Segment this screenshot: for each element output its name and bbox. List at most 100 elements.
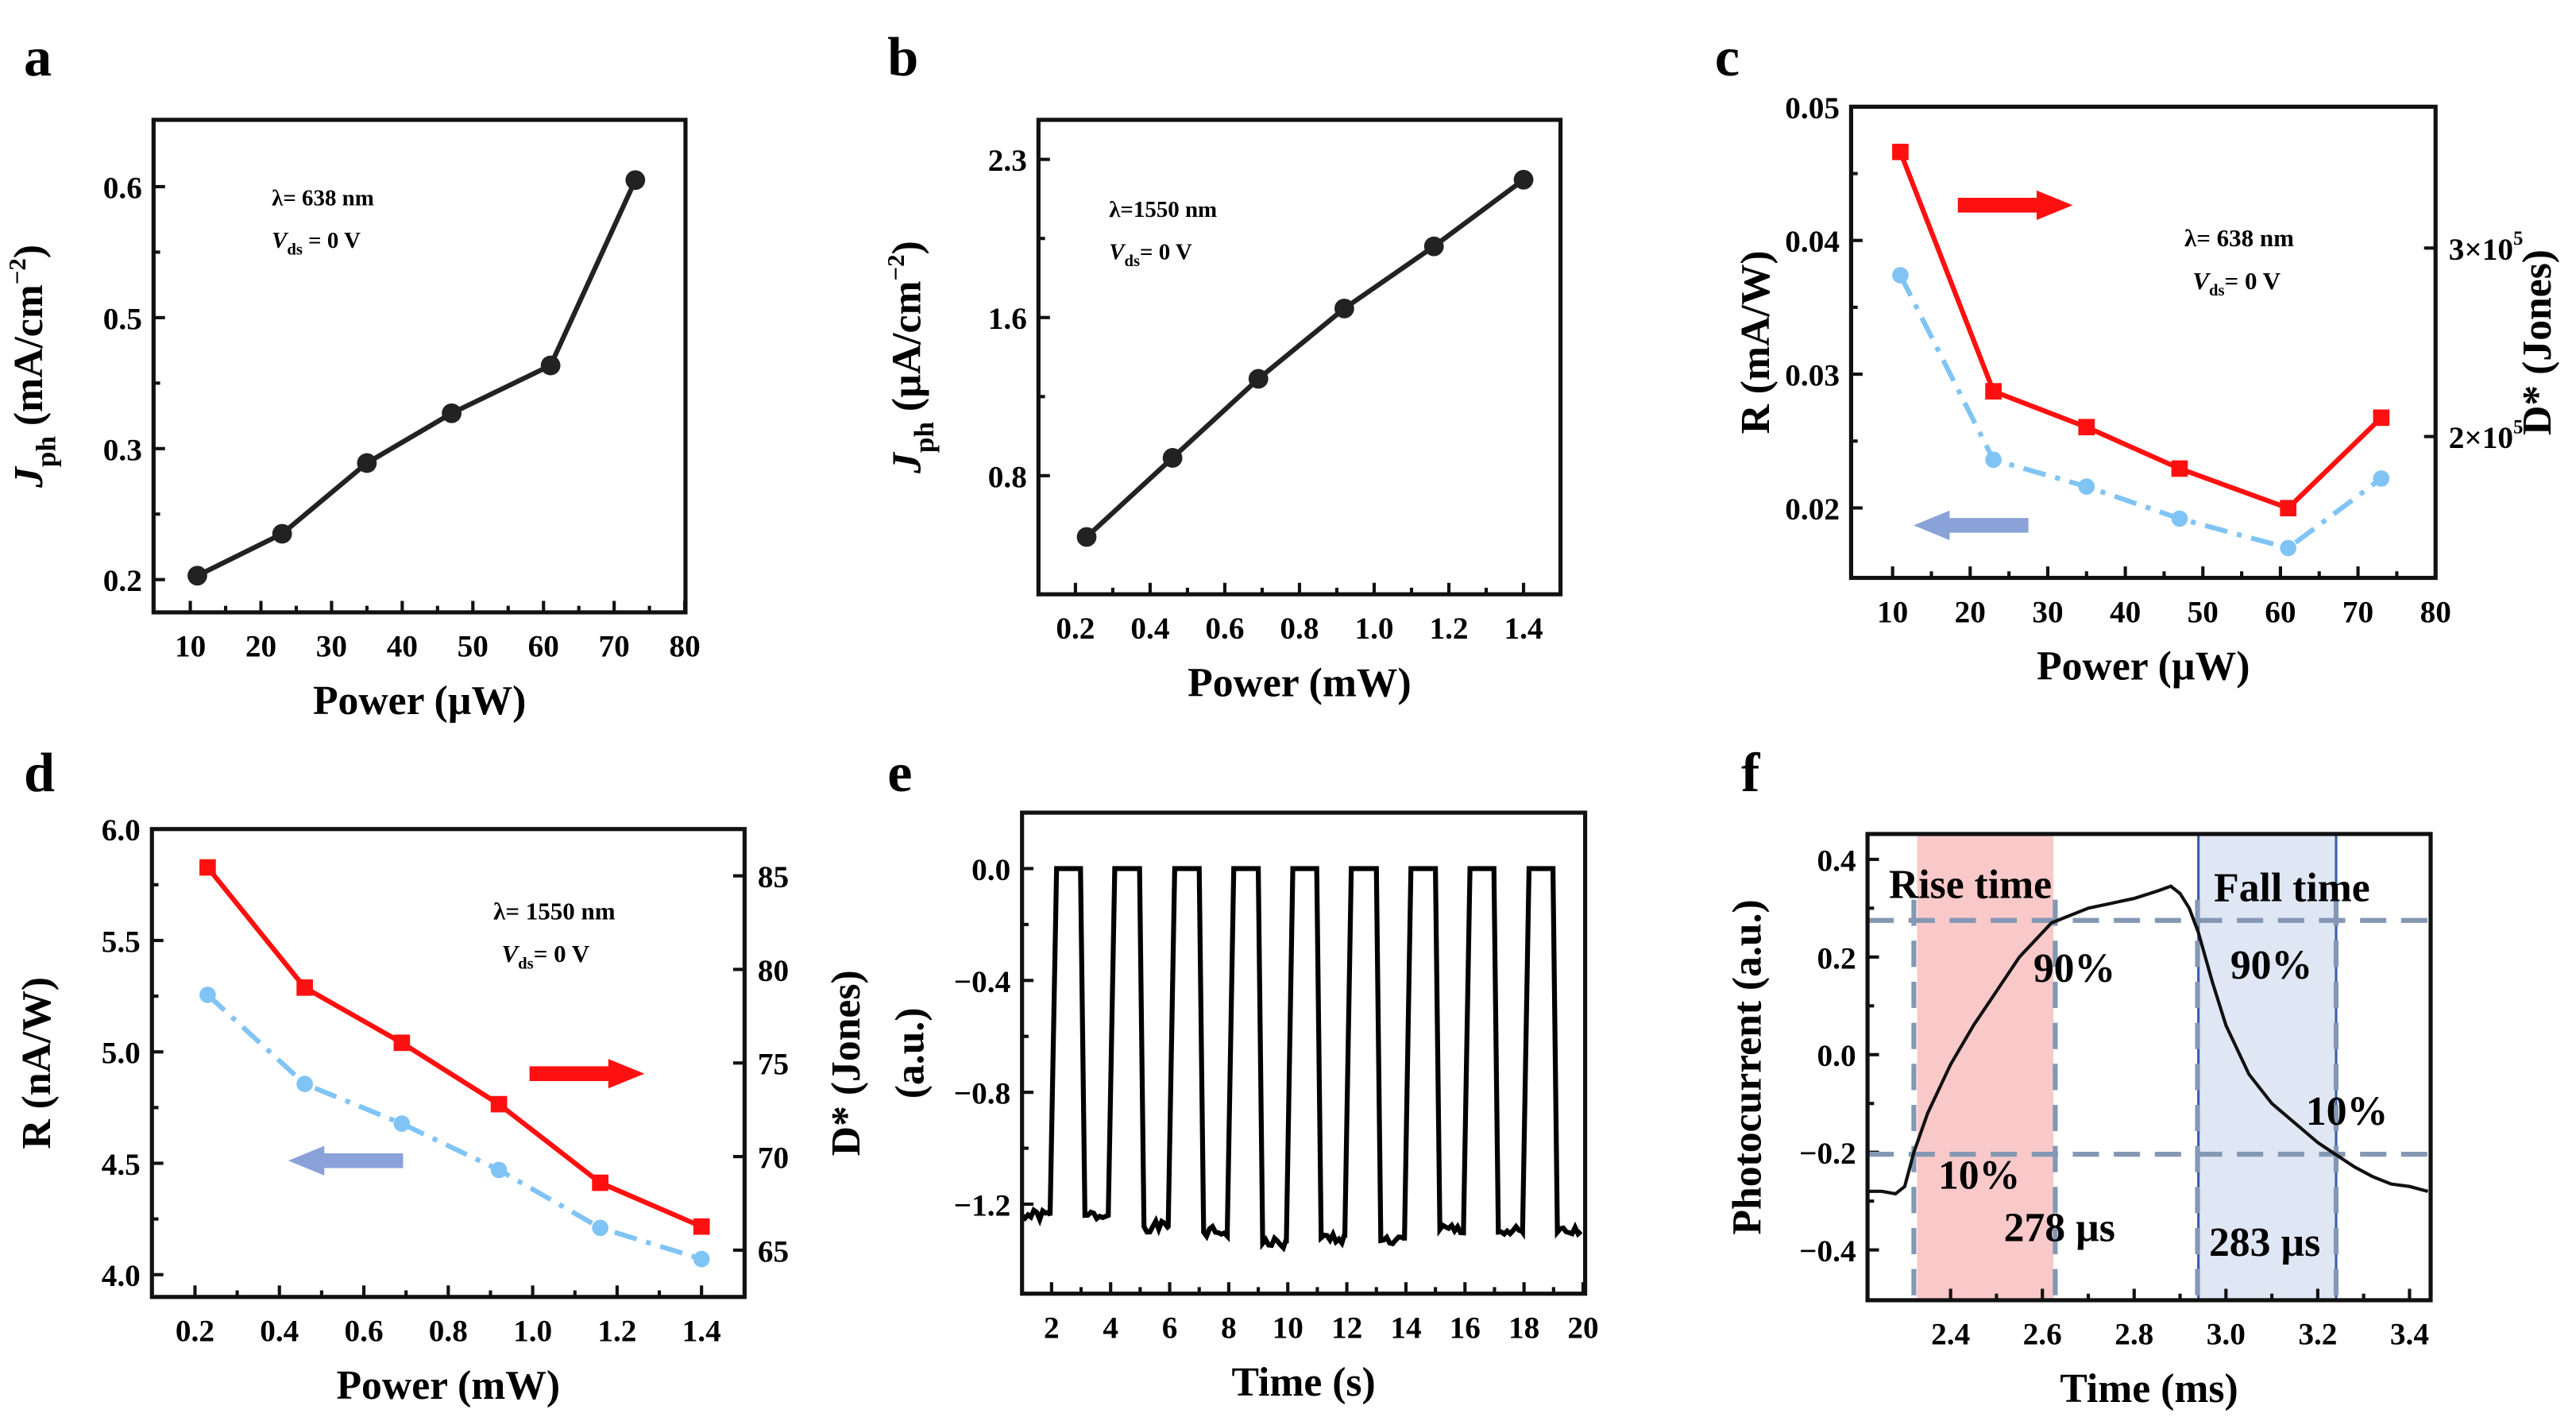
x-tick-label: 1.2 bbox=[1429, 612, 1468, 646]
y-axis-title: R (nA/W) bbox=[14, 977, 60, 1149]
fall-time-region bbox=[2197, 832, 2338, 1302]
data-point-marker bbox=[1248, 369, 1269, 389]
x-tick-label: 6 bbox=[1162, 1311, 1178, 1345]
bias-voltage-value: = 0 V bbox=[303, 228, 361, 253]
x-tick-label: 80 bbox=[669, 630, 700, 664]
panel-label: e bbox=[887, 742, 912, 804]
data-point-marker bbox=[357, 453, 377, 473]
chart-panel-b: b 0.2 0.4 0.6 0.8 1.0 1.2 1.4 0.8 1.6 2.3 Power (mW… bbox=[882, 26, 1563, 705]
bias-voltage-value: = 0 V bbox=[2225, 267, 2281, 295]
y2-tick-label: 80 bbox=[758, 954, 789, 988]
data-point-marker bbox=[490, 1095, 508, 1113]
y-tick-label: 0.3 bbox=[103, 433, 142, 467]
chart-panel-d: d 0.2 0.4 0.6 0.8 1.0 1.2 1.4 4.0 4.5 5.0 5.5 6.0 65 7… bbox=[14, 742, 869, 1408]
y-axis-title-main: R (mA/W) bbox=[1733, 250, 1778, 434]
fall-time-value: 283 µs bbox=[2209, 1220, 2320, 1265]
x-tick-label: 50 bbox=[2188, 595, 2219, 629]
series-d bbox=[1892, 143, 2390, 517]
data-point-marker bbox=[187, 566, 207, 586]
axis-arrow-right-icon bbox=[529, 1059, 645, 1089]
x-tick-label: 2.8 bbox=[2114, 1318, 2153, 1352]
rise-time-value: 278 µs bbox=[2004, 1206, 2115, 1251]
data-point-marker bbox=[1985, 451, 2002, 469]
x-tick-label: 30 bbox=[2032, 595, 2063, 629]
y2-tick-label: 85 bbox=[758, 860, 789, 894]
data-point-marker bbox=[540, 355, 561, 376]
y-axis-title-subscript: ph bbox=[30, 436, 61, 467]
x-tick-label: 20 bbox=[1567, 1311, 1598, 1345]
data-point-marker bbox=[2078, 419, 2095, 436]
x-tick-label: 20 bbox=[245, 630, 276, 664]
series-jph bbox=[187, 170, 646, 586]
series-jph bbox=[1076, 169, 1534, 547]
y2-axis-title: D* (Jones) bbox=[2515, 249, 2560, 435]
data-line bbox=[205, 866, 703, 1230]
y-tick-label: −0.4 bbox=[954, 965, 1010, 999]
wavelength-label: λ= 638 nm bbox=[2184, 224, 2294, 252]
y-axis-title-superscript: −2 bbox=[882, 254, 910, 280]
data-point-marker bbox=[1162, 448, 1183, 468]
wavelength-label: λ= 1550 nm bbox=[493, 897, 616, 925]
y-axis-title-main: R (nA/W) bbox=[14, 977, 60, 1149]
plot-frame bbox=[1036, 118, 1563, 597]
y2-tick-label: 3×105 bbox=[2449, 228, 2524, 267]
y-axis-title-unit: (mA/cm bbox=[6, 284, 52, 436]
data-point-marker bbox=[592, 1219, 608, 1237]
y-tick-label: 0.4 bbox=[1817, 844, 1856, 878]
x-tick-label: 0.2 bbox=[176, 1315, 214, 1349]
y-axis-title: Photocurrent (a.u.) bbox=[1725, 899, 1771, 1234]
data-point-marker bbox=[296, 979, 313, 996]
x-tick-label: 1.4 bbox=[1504, 612, 1543, 646]
data-point-marker bbox=[1076, 527, 1097, 547]
data-point-marker bbox=[2373, 409, 2390, 427]
bias-voltage-symbol: V bbox=[501, 940, 519, 967]
y-axis-title-superscript: −2 bbox=[3, 258, 31, 284]
x-tick-label: 0.6 bbox=[345, 1315, 384, 1349]
x-tick-label: 3.0 bbox=[2207, 1318, 2246, 1352]
y-tick-label: 5.5 bbox=[102, 925, 141, 959]
y-tick-label: 0.05 bbox=[1785, 91, 1840, 126]
rise-time-region bbox=[1917, 833, 2054, 1300]
x-tick-label: 20 bbox=[1955, 595, 1986, 629]
data-line bbox=[196, 179, 638, 578]
x-tick-label: 80 bbox=[2420, 595, 2451, 629]
x-tick-label: 70 bbox=[599, 630, 630, 664]
data-point-marker bbox=[296, 1076, 313, 1092]
y2-tick-label: 2×105 bbox=[2449, 416, 2524, 455]
data-point-marker bbox=[693, 1218, 710, 1235]
y-tick-label: −1.2 bbox=[954, 1188, 1010, 1222]
bias-voltage-value: = 0 V bbox=[534, 940, 590, 967]
y-tick-label: 5.0 bbox=[102, 1037, 141, 1071]
x-tick-label: 0.4 bbox=[260, 1315, 299, 1349]
x-tick-label: 1.0 bbox=[513, 1315, 552, 1349]
data-point-marker bbox=[1892, 143, 1909, 160]
x-tick-label: 60 bbox=[528, 630, 559, 664]
y-axis-title-main: J bbox=[6, 465, 52, 489]
x-tick-label: 3.4 bbox=[2390, 1318, 2429, 1352]
y-tick-label: 0.0 bbox=[971, 853, 1010, 887]
y-axis-title: Jph (mA/cm−2) bbox=[3, 245, 61, 489]
x-tick-label: 1.2 bbox=[597, 1315, 636, 1349]
x-tick-label: 10 bbox=[1273, 1311, 1303, 1345]
x-tick-label: 70 bbox=[2342, 595, 2373, 629]
series-r bbox=[199, 987, 710, 1268]
axis-arrow-left-icon bbox=[1913, 510, 2029, 540]
plot-frame bbox=[1848, 104, 2438, 581]
data-line bbox=[1898, 274, 2383, 551]
y-axis-title-main: Photocurrent (a.u.) bbox=[1725, 899, 1771, 1234]
x-tick-label: 0.6 bbox=[1205, 612, 1244, 646]
x-tick-label: 3.2 bbox=[2298, 1318, 2337, 1352]
y-tick-label: −0.2 bbox=[1799, 1137, 1856, 1171]
y-tick-label: 1.6 bbox=[988, 302, 1027, 336]
x-axis-title: Time (ms) bbox=[2060, 1366, 2238, 1411]
y-axis-title-subscript: ph bbox=[909, 422, 940, 453]
plot-frame bbox=[149, 827, 747, 1299]
x-tick-label: 50 bbox=[458, 630, 489, 664]
panel-label: a bbox=[24, 26, 52, 88]
data-point-marker bbox=[199, 987, 216, 1003]
x-tick-label: 12 bbox=[1331, 1311, 1362, 1345]
y-tick-label: 0.5 bbox=[103, 302, 142, 336]
chart-panel-e: e 2 4 6 8 10 12 14 16 18 20 −1.2 −0.8 −0.4 0.0 Time (s)… bbox=[887, 742, 1598, 1405]
x-tick-label: 0.2 bbox=[1056, 612, 1095, 646]
x-tick-label: 60 bbox=[2265, 595, 2296, 629]
